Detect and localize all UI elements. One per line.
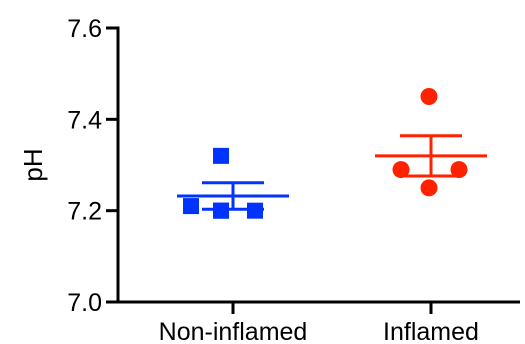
series-inflamed bbox=[375, 88, 487, 197]
y-tick-label: 7.0 bbox=[67, 289, 102, 317]
data-point bbox=[392, 161, 410, 179]
x-tick-label: Non-inflamed bbox=[159, 318, 308, 344]
series-non-inflamed bbox=[177, 147, 289, 219]
y-axis-label: pH bbox=[18, 148, 48, 181]
data-point bbox=[247, 202, 263, 219]
y-tick-label: 7.2 bbox=[67, 198, 102, 226]
x-ticks: Non-inflamed Inflamed bbox=[159, 302, 479, 344]
y-ticks: 7.0 7.2 7.4 7.6 bbox=[67, 15, 118, 317]
data-point bbox=[183, 198, 199, 215]
y-tick-label: 7.6 bbox=[67, 15, 102, 43]
data-point bbox=[420, 88, 438, 105]
data-point bbox=[450, 161, 468, 179]
x-tick-label: Inflamed bbox=[383, 318, 479, 344]
data-point bbox=[213, 202, 229, 219]
series-layer bbox=[177, 88, 487, 219]
y-tick-label: 7.4 bbox=[67, 106, 102, 134]
data-point bbox=[420, 179, 438, 197]
data-point bbox=[213, 147, 229, 164]
